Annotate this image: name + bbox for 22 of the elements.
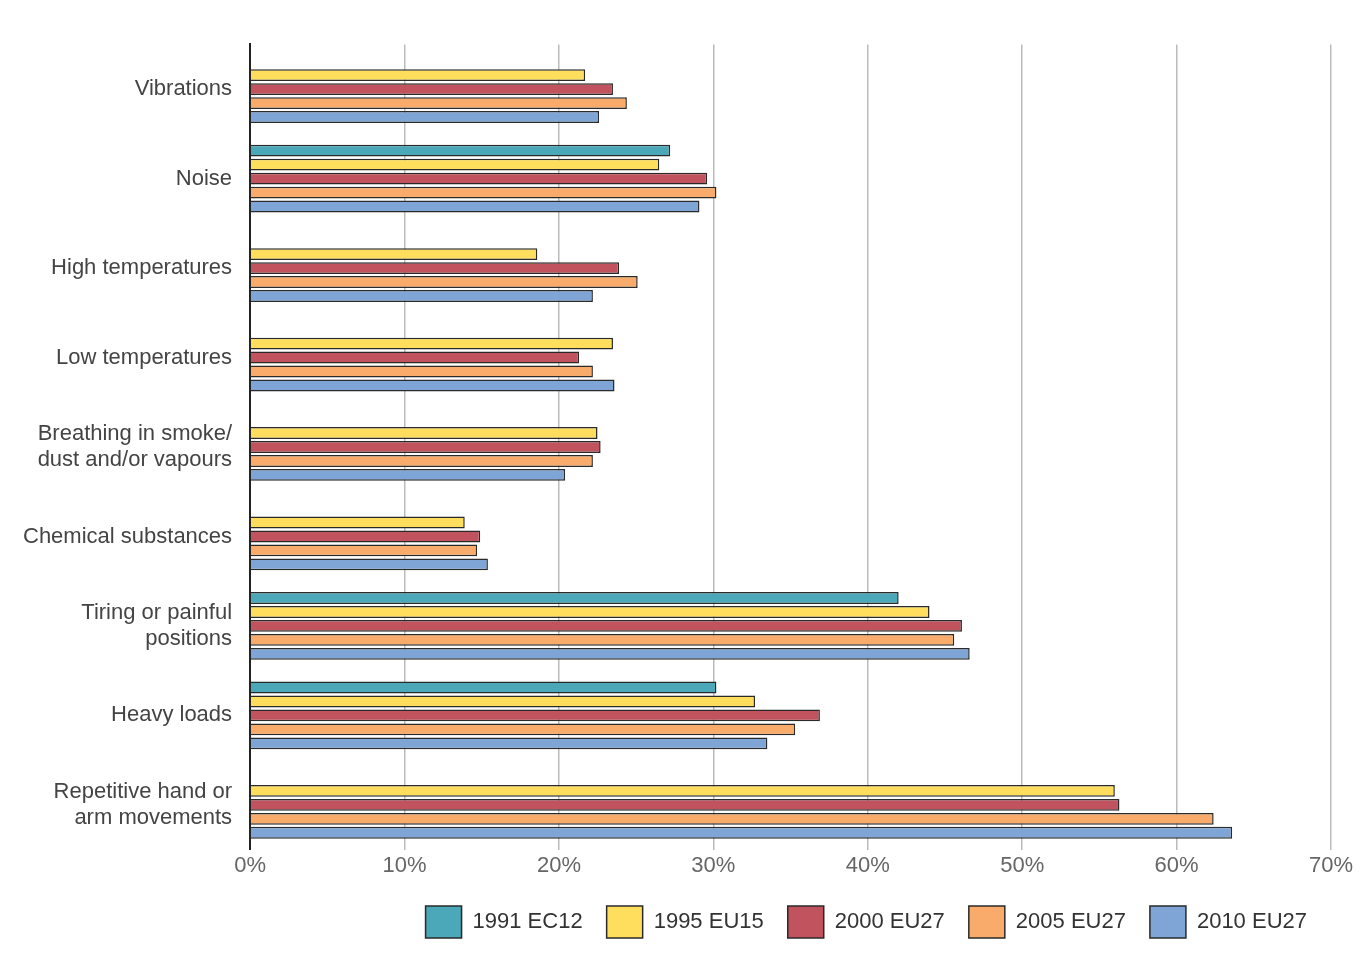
x-tick-label: 30%	[691, 851, 736, 877]
y-tick-label: Tiring or painful positions	[81, 598, 233, 651]
x-tick-label: 0%	[234, 851, 266, 877]
y-tick-label: Heavy loads	[111, 701, 233, 727]
legend-label: 1995 EU15	[653, 908, 764, 934]
x-tick-label: 20%	[536, 851, 581, 877]
legend-label: 2000 EU27	[834, 908, 945, 934]
x-tick-label: 60%	[1154, 851, 1199, 877]
x-tick-label: 50%	[1000, 851, 1045, 877]
y-tick-label: Low temperatures	[56, 343, 233, 369]
x-tick-label: 70%	[1308, 851, 1354, 877]
legend-label: 2005 EU27	[1015, 908, 1126, 934]
x-tick-label: 40%	[845, 851, 890, 877]
y-tick-label: Noise	[175, 164, 233, 190]
y-tick-label: Repetitive hand or arm movements	[53, 777, 233, 830]
x-tick-label: 10%	[382, 851, 427, 877]
y-tick-label: High temperatures	[51, 254, 233, 280]
y-tick-label: Chemical substances	[22, 522, 233, 548]
y-tick-label: Vibrations	[134, 75, 233, 101]
legend-label: 1991 EC12	[472, 908, 583, 934]
y-tick-label: Breathing in smoke/ dust and/or vapours	[37, 419, 233, 472]
legend-label: 2010 EU27	[1196, 908, 1308, 934]
